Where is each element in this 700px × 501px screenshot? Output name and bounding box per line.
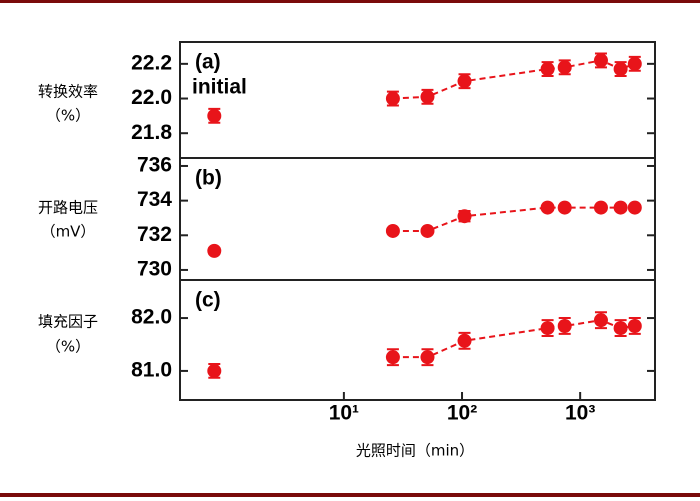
annotation: initial — [192, 76, 247, 99]
data-point — [613, 62, 628, 77]
y-axis-label: 转换效率 — [38, 83, 98, 101]
panel-label: (b) — [195, 167, 222, 190]
y-tick-label: 22.2 — [131, 51, 172, 74]
data-point — [540, 200, 555, 215]
data-point — [457, 74, 472, 89]
data-point — [557, 60, 572, 75]
data-point — [207, 243, 222, 258]
data-point — [540, 321, 555, 336]
data-point — [207, 108, 222, 123]
data-point — [627, 56, 642, 71]
y-axis-label: （%） — [46, 107, 90, 125]
y-tick-label: 730 — [137, 257, 172, 280]
data-point — [385, 350, 400, 365]
top-border — [0, 0, 700, 3]
y-axis-label: （mV） — [41, 223, 96, 241]
x-axis-label: 光照时间（min） — [356, 442, 474, 460]
y-axis-label: （%） — [46, 338, 90, 356]
y-tick-label: 81.0 — [131, 358, 172, 381]
x-tick-label: 10² — [447, 402, 477, 425]
panel-frame — [179, 41, 656, 159]
data-point — [385, 223, 400, 238]
data-point — [613, 321, 628, 336]
data-point — [457, 333, 472, 348]
data-point — [420, 89, 435, 104]
y-axis-label: 开路电压 — [38, 199, 98, 217]
data-point — [557, 200, 572, 215]
data-point — [420, 350, 435, 365]
data-point — [613, 200, 628, 215]
data-point — [593, 53, 608, 68]
y-tick-label: 22.0 — [131, 86, 172, 109]
data-point — [593, 313, 608, 328]
y-tick-label: 732 — [137, 223, 172, 246]
data-point — [457, 209, 472, 224]
data-point — [420, 223, 435, 238]
y-tick-label: 734 — [137, 188, 172, 211]
data-point — [593, 200, 608, 215]
data-point — [207, 363, 222, 378]
panel-frame — [179, 279, 656, 401]
data-point — [557, 318, 572, 333]
y-axis-label: 填充因子 — [38, 313, 98, 331]
panel-label: (c) — [195, 289, 221, 312]
data-point — [627, 200, 642, 215]
x-tick-label: 10³ — [565, 402, 595, 425]
panel-label: (a) — [195, 51, 221, 74]
data-point — [540, 62, 555, 77]
data-point — [385, 91, 400, 106]
y-tick-label: 736 — [137, 154, 172, 177]
y-tick-label: 21.8 — [131, 121, 172, 144]
data-point — [627, 318, 642, 333]
bottom-border — [0, 493, 700, 497]
panel-frame — [179, 157, 656, 281]
x-tick-label: 10¹ — [329, 402, 359, 425]
y-tick-label: 82.0 — [131, 306, 172, 329]
